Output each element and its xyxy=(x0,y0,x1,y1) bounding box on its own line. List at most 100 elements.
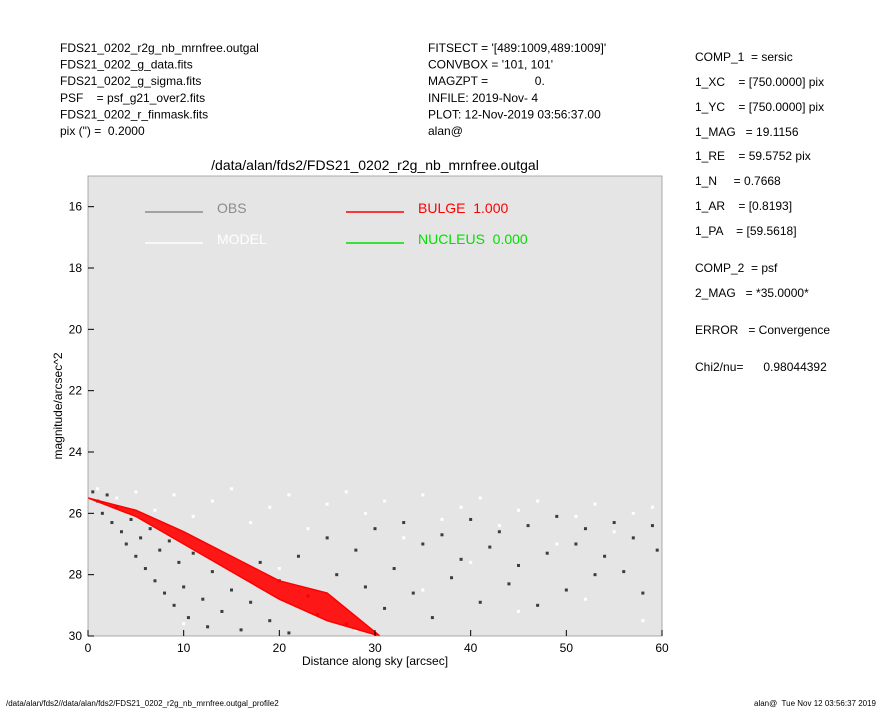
data-point xyxy=(110,521,114,525)
data-point xyxy=(124,542,128,546)
header-middle-line: alan@ xyxy=(428,124,463,138)
data-point xyxy=(268,505,272,509)
fit-parameter: 2_MAG = *35.0000* xyxy=(695,286,809,300)
header-left-line: FDS21_0202_r_finmask.fits xyxy=(60,107,208,121)
data-point xyxy=(153,508,157,512)
data-point xyxy=(545,551,549,555)
x-tick-label: 50 xyxy=(560,641,574,655)
plot-background xyxy=(88,176,662,636)
y-axis-label: magnitude/arcsec^2 xyxy=(51,352,65,459)
data-point xyxy=(354,548,358,552)
data-point xyxy=(239,628,243,632)
data-point xyxy=(134,554,138,558)
data-point xyxy=(96,487,100,491)
y-tick-label: 28 xyxy=(69,568,83,582)
data-point xyxy=(497,524,501,528)
y-tick-label: 20 xyxy=(69,322,83,336)
legend-label: MODEL xyxy=(217,231,267,247)
data-point xyxy=(287,631,291,635)
data-point xyxy=(430,616,434,620)
data-point xyxy=(411,591,415,595)
data-point xyxy=(421,542,425,546)
header-middle-line: FITSECT = '[489:1009,489:1009]' xyxy=(428,41,606,55)
data-point xyxy=(383,499,387,503)
data-point xyxy=(191,514,195,518)
data-point xyxy=(363,585,367,589)
data-point xyxy=(210,570,214,574)
data-point xyxy=(249,600,253,604)
data-point xyxy=(469,517,473,521)
data-point xyxy=(402,536,406,540)
data-point xyxy=(450,576,454,580)
x-tick-label: 10 xyxy=(177,641,191,655)
data-point xyxy=(373,527,377,531)
y-tick-label: 30 xyxy=(69,629,83,643)
x-axis-label: Distance along sky [arcsec] xyxy=(302,654,448,668)
x-tick-label: 0 xyxy=(85,641,92,655)
data-point xyxy=(631,511,635,515)
data-point xyxy=(177,560,181,564)
data-point xyxy=(172,493,176,497)
data-point xyxy=(593,502,597,506)
data-point xyxy=(129,517,133,521)
y-tick-label: 16 xyxy=(69,200,83,214)
data-point xyxy=(258,560,262,564)
data-point xyxy=(153,579,157,583)
data-point xyxy=(172,603,176,607)
header-left-line: PSF = psf_g21_over2.fits xyxy=(60,91,205,105)
plot-area xyxy=(88,487,659,636)
data-point xyxy=(555,542,559,546)
legend-label: BULGE 1.000 xyxy=(418,200,508,216)
x-tick-label: 30 xyxy=(368,641,382,655)
data-point xyxy=(574,514,578,518)
data-point xyxy=(469,560,473,564)
data-point xyxy=(158,548,162,552)
data-point xyxy=(517,563,520,567)
fit-parameter: COMP_2 = psf xyxy=(695,261,778,275)
data-point xyxy=(220,609,224,613)
data-point xyxy=(91,490,95,494)
data-point xyxy=(325,502,329,506)
data-point xyxy=(230,588,233,592)
y-tick-label: 26 xyxy=(69,506,83,520)
x-tick-label: 40 xyxy=(464,641,478,655)
data-point xyxy=(206,625,210,629)
header-left-line: pix (") = 0.2000 xyxy=(60,124,145,138)
header-middle-line: MAGZPT = 0. xyxy=(428,74,545,88)
data-point xyxy=(612,521,616,525)
data-point xyxy=(363,511,367,515)
data-point xyxy=(167,539,171,543)
data-point xyxy=(163,591,167,595)
data-point xyxy=(344,490,348,494)
header-middle-line: CONVBOX = '101, 101' xyxy=(428,58,553,72)
header-middle-line: INFILE: 2019-Nov- 4 xyxy=(428,91,538,105)
data-point xyxy=(555,514,559,518)
bulge-band-fill xyxy=(88,498,380,636)
data-point xyxy=(583,597,587,601)
data-point xyxy=(459,557,463,561)
data-point xyxy=(459,505,463,509)
fit-parameter: 1_AR = [0.8193] xyxy=(695,199,792,213)
data-point xyxy=(186,616,190,620)
header-left-line: FDS21_0202_g_sigma.fits xyxy=(60,74,201,88)
data-point xyxy=(354,628,358,632)
fit-parameter: 1_MAG = 19.1156 xyxy=(695,125,799,139)
data-point xyxy=(392,567,396,571)
data-point xyxy=(478,600,482,604)
data-point xyxy=(507,582,511,586)
data-point xyxy=(306,527,310,531)
x-tick-label: 60 xyxy=(655,641,669,655)
data-point xyxy=(497,530,501,534)
data-point xyxy=(139,536,143,540)
x-tick-label: 20 xyxy=(273,641,287,655)
fit-parameter: 1_PA = [59.5618] xyxy=(695,224,797,238)
data-point xyxy=(641,591,645,595)
data-point xyxy=(593,573,597,577)
data-point xyxy=(536,499,540,503)
data-point xyxy=(631,536,635,540)
data-point xyxy=(603,554,607,558)
chart-title: /data/alan/fds2/FDS21_0202_r2g_nb_mrnfre… xyxy=(211,157,539,173)
data-point xyxy=(536,603,540,607)
data-point xyxy=(100,511,104,515)
